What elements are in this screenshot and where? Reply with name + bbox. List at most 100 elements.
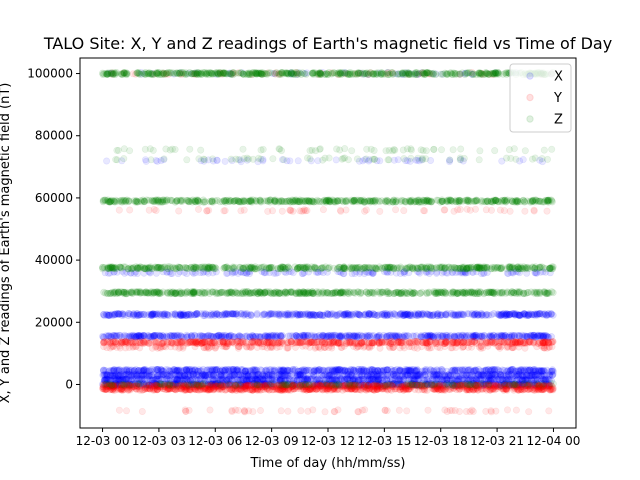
data-point — [340, 270, 348, 278]
data-point — [110, 268, 118, 276]
data-point — [136, 344, 144, 352]
data-point — [314, 157, 322, 165]
data-point — [193, 69, 201, 77]
data-point — [491, 69, 499, 77]
data-point — [452, 269, 460, 277]
data-point — [417, 69, 425, 77]
data-point — [246, 270, 254, 278]
data-point — [542, 268, 550, 276]
data-point — [149, 70, 157, 78]
data-point — [101, 269, 109, 277]
data-point — [212, 70, 220, 78]
data-point — [341, 69, 349, 77]
data-point — [540, 332, 548, 340]
data-point — [340, 311, 348, 319]
data-point — [396, 310, 404, 318]
data-point — [533, 269, 541, 277]
data-point — [400, 207, 408, 215]
data-point — [461, 269, 469, 277]
data-point — [396, 269, 404, 277]
data-point — [323, 268, 331, 276]
data-point — [260, 268, 268, 276]
data-point — [459, 268, 467, 276]
data-point — [239, 269, 247, 277]
data-point — [446, 156, 454, 164]
data-point — [350, 332, 358, 340]
data-point — [176, 311, 184, 319]
data-point — [304, 310, 312, 318]
data-point — [319, 206, 327, 214]
data-point — [319, 269, 327, 277]
data-point — [366, 331, 374, 339]
data-point — [461, 268, 469, 276]
data-point — [387, 268, 395, 276]
data-point — [459, 269, 467, 277]
data-point — [480, 269, 488, 277]
data-point — [355, 311, 363, 319]
data-point — [278, 207, 286, 215]
data-point — [398, 310, 406, 318]
data-point — [401, 268, 409, 276]
data-point — [483, 268, 491, 276]
data-point — [146, 268, 154, 276]
data-point — [502, 310, 510, 318]
data-point — [266, 269, 274, 277]
data-point — [195, 205, 203, 213]
data-point — [483, 311, 491, 319]
data-point — [324, 310, 332, 318]
data-point — [432, 269, 440, 277]
data-point — [539, 268, 547, 276]
data-point — [334, 268, 342, 276]
data-point — [523, 269, 531, 277]
data-point — [142, 157, 150, 165]
data-point — [402, 69, 410, 77]
data-point — [258, 267, 266, 275]
data-point — [468, 268, 476, 276]
data-point — [176, 268, 184, 276]
data-point — [314, 268, 322, 276]
data-point — [268, 207, 276, 215]
data-point — [180, 268, 188, 276]
data-point — [441, 206, 449, 214]
data-point — [225, 310, 233, 318]
data-point — [427, 344, 435, 352]
data-point — [468, 343, 476, 351]
data-point — [509, 268, 517, 276]
data-point — [530, 207, 538, 215]
data-point — [146, 269, 154, 277]
data-point — [130, 269, 138, 277]
band-x-1 — [103, 156, 546, 166]
data-point — [274, 269, 282, 277]
data-point — [376, 207, 384, 215]
data-point — [270, 269, 278, 277]
data-point — [420, 311, 428, 319]
data-point — [119, 310, 127, 318]
data-point — [176, 69, 184, 77]
data-point — [442, 269, 450, 277]
data-point — [499, 310, 507, 318]
data-point — [400, 269, 408, 277]
data-point — [417, 343, 425, 351]
data-point — [312, 268, 320, 276]
data-point — [163, 268, 171, 276]
data-point — [440, 268, 448, 276]
data-point — [416, 269, 424, 277]
data-point — [380, 268, 388, 276]
data-point — [355, 157, 363, 165]
data-point — [498, 157, 506, 165]
data-point — [509, 344, 517, 352]
data-point — [365, 156, 373, 164]
data-point — [516, 157, 524, 165]
data-point — [376, 344, 384, 352]
data-point — [211, 311, 219, 319]
data-point — [262, 269, 270, 277]
data-point — [238, 69, 246, 77]
data-point — [237, 268, 245, 276]
data-point — [188, 268, 196, 276]
data-point — [406, 157, 414, 165]
data-point — [369, 269, 377, 277]
data-point — [438, 70, 446, 78]
data-point — [160, 342, 168, 350]
data-point — [254, 158, 262, 166]
data-point — [105, 69, 113, 77]
